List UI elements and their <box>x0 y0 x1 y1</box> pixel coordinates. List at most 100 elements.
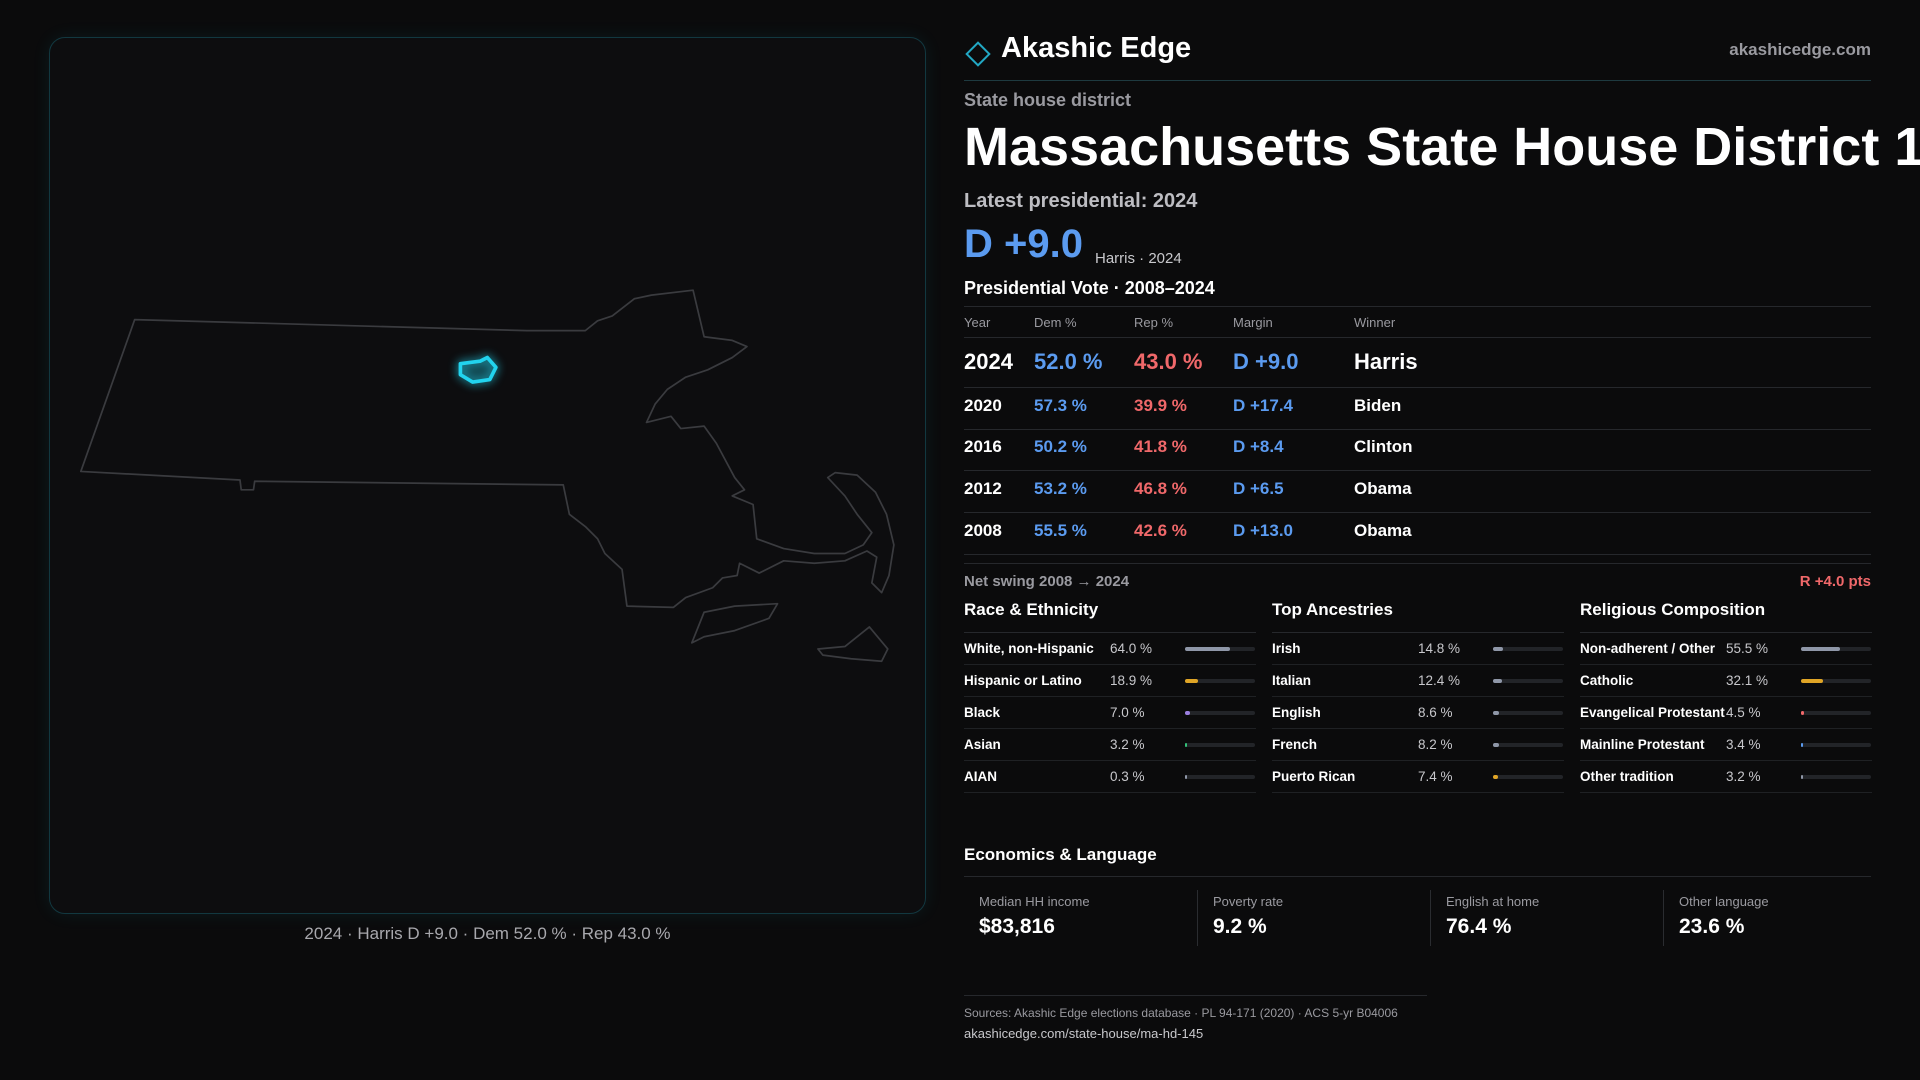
demo-column: Top Ancestries Irish 14.8 % Italian 12.4 % En… <box>1272 600 1564 793</box>
cell: 2024 <box>964 349 1013 374</box>
bar-track <box>1493 742 1563 747</box>
bar <box>1493 742 1499 747</box>
cell: 39.9 % <box>1134 396 1187 415</box>
table-row: 2024 52.0 % 43.0 % D +9.0 Harris <box>964 349 1871 374</box>
cell: D +9.0 <box>1233 349 1299 374</box>
demo-value: 3.4 % <box>1726 737 1761 752</box>
bar <box>1493 678 1502 683</box>
demo-row: Other tradition 3.2 % <box>1580 761 1872 793</box>
demo-value: 32.1 % <box>1726 673 1769 688</box>
demo-row: Mainline Protestant 3.4 % <box>1580 729 1872 761</box>
demo-row: AIAN 0.3 % <box>964 761 1256 793</box>
bar <box>1185 678 1199 683</box>
demo-value: 12.4 % <box>1418 673 1461 688</box>
bar <box>1185 774 1187 779</box>
swing-label: Net swing 2008 → 2024 <box>964 573 1130 590</box>
cell: 52.0 % <box>1034 349 1103 374</box>
bar-track <box>1801 710 1871 715</box>
demo-value: 64.0 % <box>1110 641 1153 656</box>
stat-value: 23.6 % <box>1679 915 1745 938</box>
divider <box>964 563 1871 564</box>
demo-name: Hispanic or Latino <box>964 672 1082 688</box>
cell: 2020 <box>964 396 1002 415</box>
demo-name: Catholic <box>1580 672 1634 688</box>
econ-title: Economics & Language <box>964 845 1157 864</box>
demo-name: White, non-Hispanic <box>964 640 1094 656</box>
demo-value: 18.9 % <box>1110 673 1153 688</box>
cell: 42.6 % <box>1134 521 1187 540</box>
demo-row: Black 7.0 % <box>964 697 1256 729</box>
site-link[interactable]: akashicedge.com <box>1729 40 1871 59</box>
column-header: Dem % <box>1034 314 1077 330</box>
cell: 57.3 % <box>1034 396 1087 415</box>
map-caption: 2024 · Harris D +9.0 · Dem 52.0 % · Rep … <box>304 924 671 943</box>
demo-value: 3.2 % <box>1726 769 1761 784</box>
demo-row: French 8.2 % <box>1272 729 1564 761</box>
cell: 55.5 % <box>1034 521 1087 540</box>
divider <box>964 387 1871 388</box>
column-header: Winner <box>1354 314 1396 330</box>
demo-value: 3.2 % <box>1110 737 1145 752</box>
bar-track <box>1185 742 1255 747</box>
demo-name: English <box>1272 704 1321 720</box>
demo-row: Irish 14.8 % <box>1272 633 1564 665</box>
stat-label: English at home <box>1446 894 1540 909</box>
demo-row: Italian 12.4 % <box>1272 665 1564 697</box>
demo-value: 14.8 % <box>1418 641 1461 656</box>
bar <box>1493 774 1499 779</box>
demo-name: Mainline Protestant <box>1580 736 1705 752</box>
bar-track <box>1185 678 1255 683</box>
stat: Median HH income $83,816 <box>964 890 1197 946</box>
divider <box>964 337 1871 338</box>
sources: Sources: Akashic Edge elections database… <box>964 1006 1398 1020</box>
logo <box>965 41 991 67</box>
bar <box>1801 646 1840 651</box>
bar-track <box>1493 710 1563 715</box>
demo-value: 7.4 % <box>1418 769 1453 784</box>
divider <box>964 470 1871 471</box>
demo-value: 7.0 % <box>1110 705 1145 720</box>
cell: D +13.0 <box>1233 521 1294 540</box>
cell: Biden <box>1354 396 1402 415</box>
stat-label: Other language <box>1679 894 1769 909</box>
demo-row: Asian 3.2 % <box>964 729 1256 761</box>
cell: D +17.4 <box>1233 396 1294 415</box>
cell: D +8.4 <box>1233 437 1284 456</box>
table-row: 2016 50.2 % 41.8 % D +8.4 Clinton <box>964 437 1871 461</box>
stat-label: Median HH income <box>979 894 1090 909</box>
cell: D +6.5 <box>1233 479 1284 498</box>
bar-track <box>1493 774 1563 779</box>
cell: 41.8 % <box>1134 437 1187 456</box>
column-header: Year <box>964 314 991 330</box>
bar <box>1185 710 1190 715</box>
page-url[interactable]: akashicedge.com/state-house/ma-hd-145 <box>964 1026 1204 1041</box>
table-title: Presidential Vote · 2008–2024 <box>964 278 1215 298</box>
section-title: Religious Composition <box>1580 600 1872 633</box>
bar-track <box>1801 742 1871 747</box>
cell: Obama <box>1354 479 1412 498</box>
swing-value: R +4.0 pts <box>1799 573 1871 590</box>
demo-row: English 8.6 % <box>1272 697 1564 729</box>
district-title: Massachusetts State House District 145 <box>964 117 1920 177</box>
demo-name: AIAN <box>964 768 997 784</box>
demo-value: 4.5 % <box>1726 705 1761 720</box>
cell: 2012 <box>964 479 1002 498</box>
cell: 43.0 % <box>1134 349 1203 374</box>
demo-name: Italian <box>1272 672 1312 688</box>
map-panel <box>49 37 926 914</box>
column-header: Rep % <box>1134 314 1174 330</box>
bar-track <box>1801 678 1871 683</box>
bar-track <box>1185 710 1255 715</box>
stat-value: 76.4 % <box>1446 915 1512 938</box>
section-title: Top Ancestries <box>1272 600 1564 633</box>
bar <box>1493 710 1500 715</box>
bar <box>1801 742 1804 747</box>
bar-track <box>1801 646 1871 651</box>
demo-column: Religious Composition Non-adherent / Othe… <box>1580 600 1872 793</box>
demo-value: 0.3 % <box>1110 769 1145 784</box>
demo-row: Evangelical Protestant 4.5 % <box>1580 697 1872 729</box>
column-header: Margin <box>1233 314 1273 330</box>
latest-label: Latest presidential: 2024 <box>964 190 1198 212</box>
divider <box>964 876 1871 877</box>
bar-track <box>1493 646 1563 651</box>
